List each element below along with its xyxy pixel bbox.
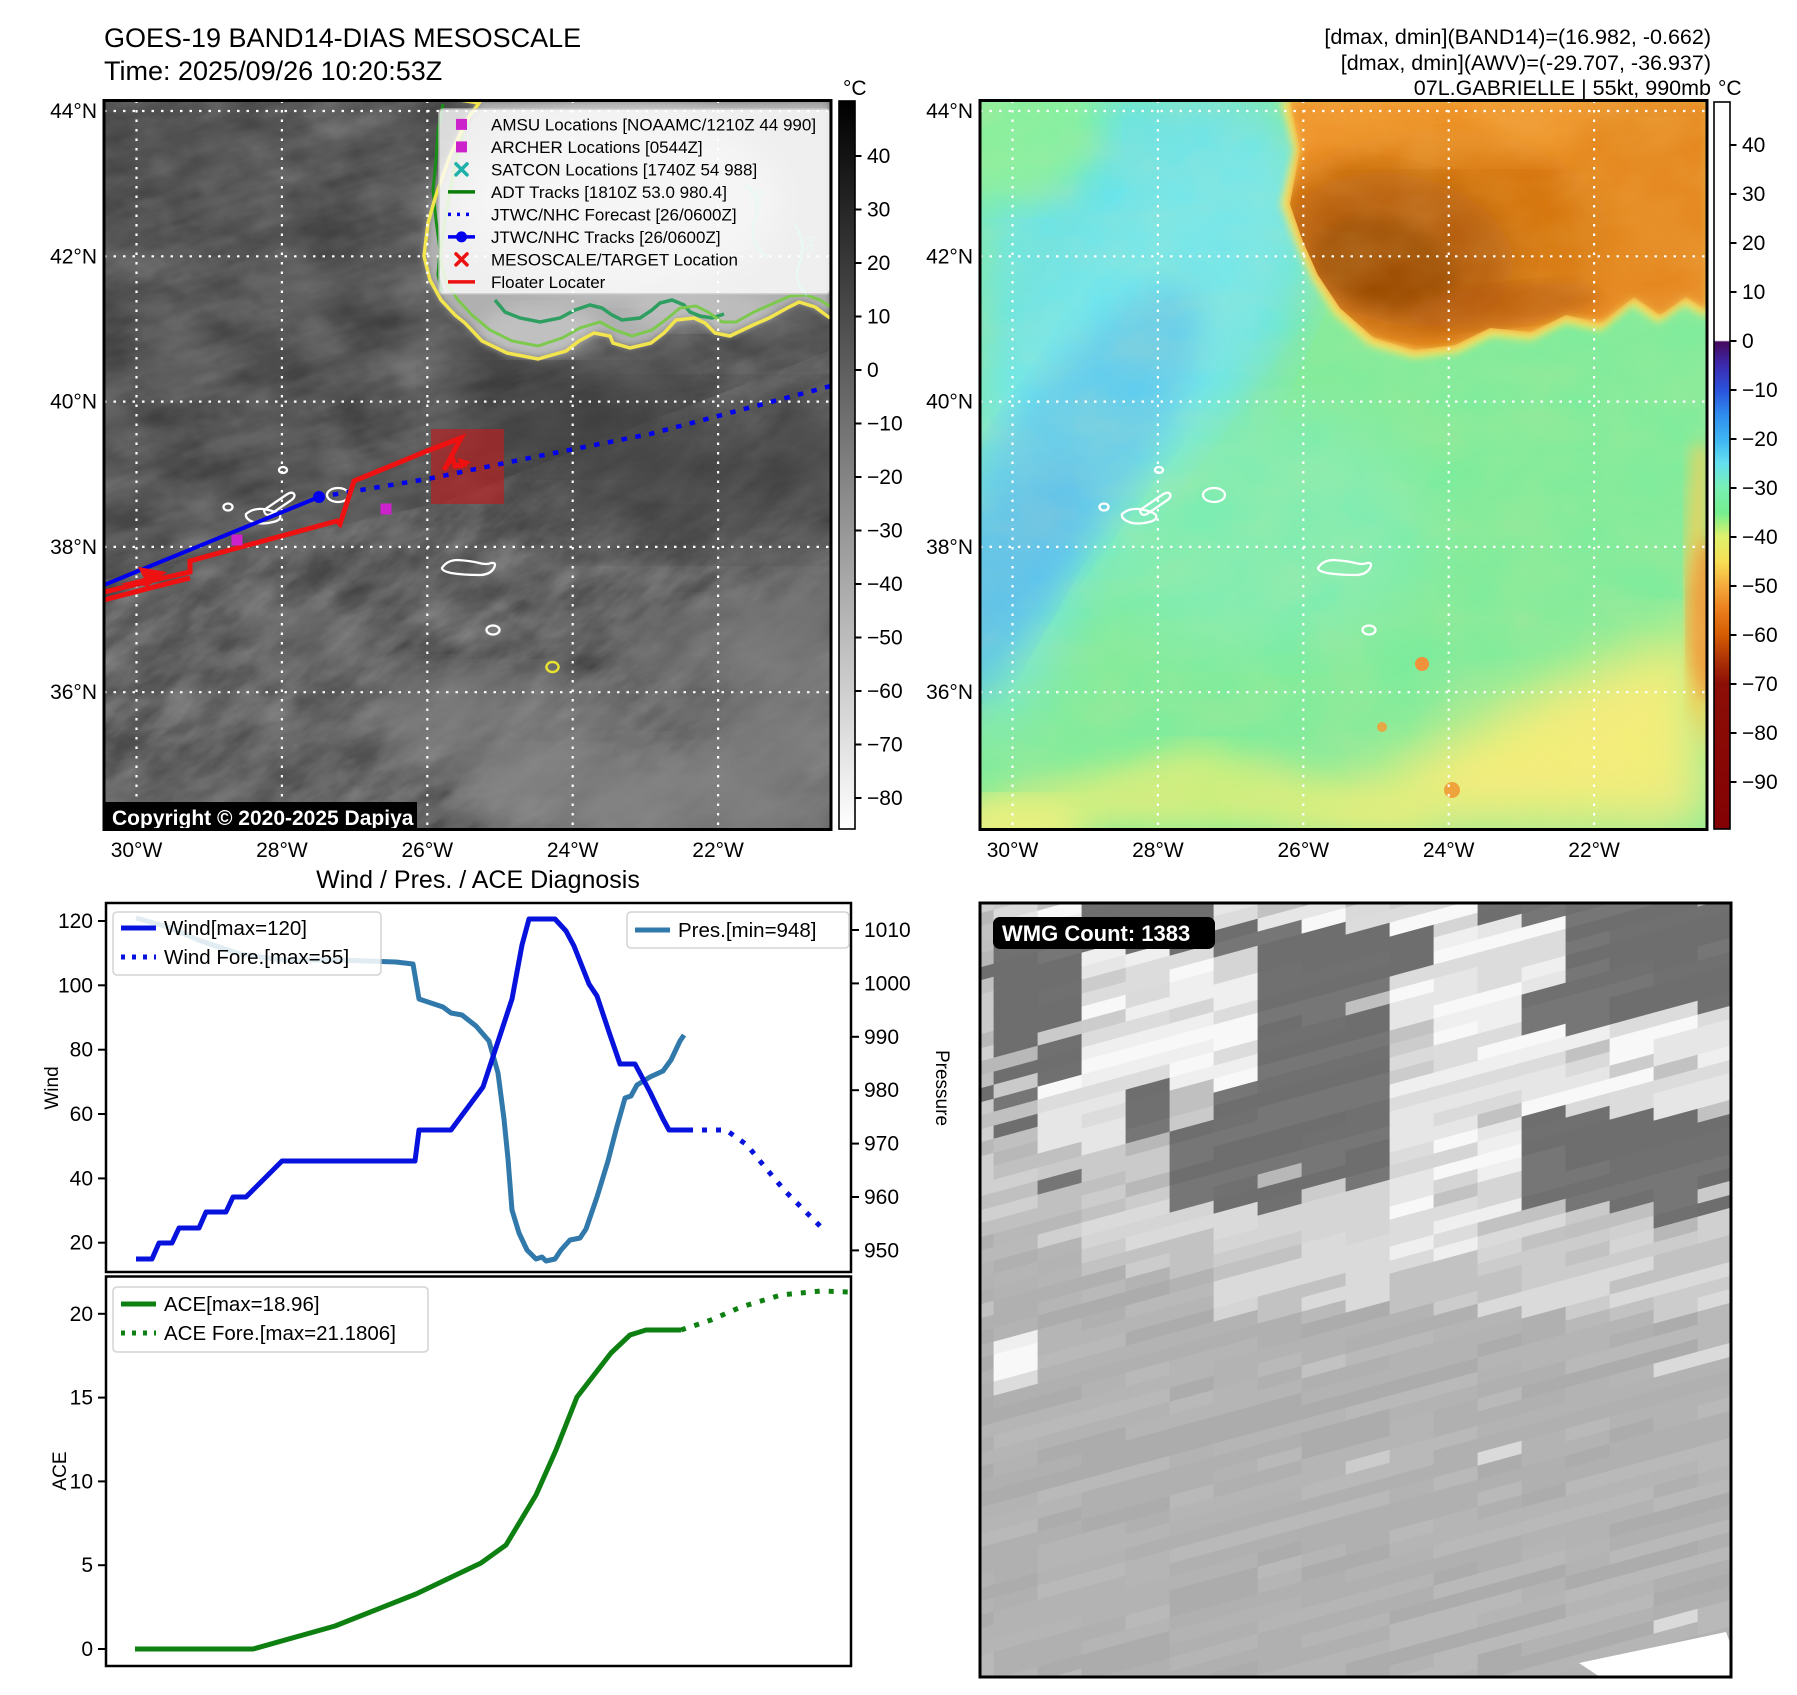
svg-text:−80: −80	[1742, 722, 1778, 745]
svg-text:Wind[max=120]: Wind[max=120]	[164, 917, 307, 940]
svg-text:100: 100	[58, 974, 93, 997]
svg-text:22°W: 22°W	[1568, 839, 1620, 862]
svg-text:26°W: 26°W	[1278, 839, 1330, 862]
svg-text:950: 950	[864, 1239, 899, 1262]
svg-text:GOES-19 BAND14-DIAS MESOSCALE: GOES-19 BAND14-DIAS MESOSCALE	[104, 23, 581, 53]
svg-text:ACE Fore.[max=21.1806]: ACE Fore.[max=21.1806]	[164, 1322, 396, 1345]
svg-text:Wind Fore.[max=55]: Wind Fore.[max=55]	[164, 946, 349, 969]
svg-text:42°N: 42°N	[50, 245, 97, 268]
svg-text:°C: °C	[843, 77, 867, 100]
svg-text:07L.GABRIELLE | 55kt, 990mb: 07L.GABRIELLE | 55kt, 990mb	[1414, 76, 1711, 100]
svg-text:ACE: ACE	[50, 1451, 71, 1490]
svg-text:−10: −10	[1742, 379, 1778, 402]
svg-text:44°N: 44°N	[926, 100, 973, 123]
svg-text:980: 980	[864, 1079, 899, 1102]
svg-text:ACE[max=18.96]: ACE[max=18.96]	[164, 1293, 320, 1316]
svg-text:−30: −30	[1742, 477, 1778, 500]
svg-text:38°N: 38°N	[926, 536, 973, 559]
svg-text:−60: −60	[867, 680, 903, 703]
svg-text:−50: −50	[867, 627, 903, 650]
svg-text:20: 20	[70, 1303, 93, 1326]
svg-text:MESOSCALE/TARGET Location: MESOSCALE/TARGET Location	[491, 250, 738, 269]
svg-text:24°W: 24°W	[1423, 839, 1475, 862]
svg-text:42°N: 42°N	[926, 245, 973, 268]
svg-text:1010: 1010	[864, 919, 911, 942]
svg-text:−80: −80	[867, 787, 903, 810]
svg-text:JTWC/NHC Tracks [26/0600Z]: JTWC/NHC Tracks [26/0600Z]	[491, 228, 721, 247]
svg-text:−40: −40	[1742, 526, 1778, 549]
svg-text:38°N: 38°N	[50, 536, 97, 559]
svg-text:Pres.[min=948]: Pres.[min=948]	[678, 919, 816, 942]
svg-text:Wind: Wind	[42, 1066, 63, 1109]
svg-text:30°W: 30°W	[111, 839, 163, 862]
svg-text:Copyright © 2020-2025 Dapiya: Copyright © 2020-2025 Dapiya	[112, 807, 414, 830]
svg-text:40°N: 40°N	[50, 391, 97, 414]
svg-text:°C: °C	[1718, 77, 1742, 100]
svg-text:36°N: 36°N	[926, 681, 973, 704]
svg-text:−20: −20	[867, 466, 903, 489]
svg-text:20: 20	[1742, 232, 1765, 255]
svg-text:Time: 2025/09/26 10:20:53Z: Time: 2025/09/26 10:20:53Z	[104, 56, 442, 86]
svg-text:5: 5	[81, 1554, 93, 1577]
svg-text:−70: −70	[867, 734, 903, 757]
svg-text:WMG Count: 1383: WMG Count: 1383	[1002, 921, 1190, 946]
svg-text:0: 0	[1742, 330, 1754, 353]
svg-text:60: 60	[70, 1103, 93, 1126]
svg-text:10: 10	[70, 1470, 93, 1493]
svg-text:SATCON Locations [1740Z 54 988: SATCON Locations [1740Z 54 988]	[491, 160, 757, 179]
svg-text:40: 40	[867, 145, 890, 168]
svg-text:Wind / Pres. / ACE Diagnosis: Wind / Pres. / ACE Diagnosis	[316, 866, 640, 894]
svg-text:40°N: 40°N	[926, 391, 973, 414]
svg-text:28°W: 28°W	[256, 839, 308, 862]
svg-text:ARCHER Locations [0544Z]: ARCHER Locations [0544Z]	[491, 138, 703, 157]
svg-text:80: 80	[70, 1039, 93, 1062]
svg-text:36°N: 36°N	[50, 681, 97, 704]
svg-text:[dmax, dmin](BAND14)=(16.982,: [dmax, dmin](BAND14)=(16.982, -0.662)	[1324, 25, 1711, 49]
svg-text:10: 10	[867, 306, 890, 329]
svg-text:970: 970	[864, 1133, 899, 1156]
svg-text:1000: 1000	[864, 972, 911, 995]
svg-text:−20: −20	[1742, 428, 1778, 451]
svg-text:44°N: 44°N	[50, 100, 97, 123]
svg-text:[dmax, dmin](AWV)=(-29.707, -3: [dmax, dmin](AWV)=(-29.707, -36.937)	[1341, 51, 1711, 75]
svg-text:26°W: 26°W	[402, 839, 454, 862]
svg-text:40: 40	[1742, 134, 1765, 157]
svg-text:Pressure: Pressure	[931, 1050, 952, 1126]
svg-text:30: 30	[867, 199, 890, 222]
svg-text:AMSU Locations [NOAAMC/1210Z 4: AMSU Locations [NOAAMC/1210Z 44 990]	[491, 115, 816, 134]
svg-text:−70: −70	[1742, 673, 1778, 696]
svg-text:−10: −10	[867, 413, 903, 436]
svg-text:Floater Locater: Floater Locater	[491, 273, 606, 292]
svg-text:−50: −50	[1742, 575, 1778, 598]
svg-text:990: 990	[864, 1026, 899, 1049]
svg-text:JTWC/NHC Forecast [26/0600Z]: JTWC/NHC Forecast [26/0600Z]	[491, 205, 737, 224]
svg-text:30°W: 30°W	[987, 839, 1039, 862]
svg-text:−90: −90	[1742, 771, 1778, 794]
svg-text:0: 0	[81, 1638, 93, 1661]
svg-text:−30: −30	[867, 520, 903, 543]
svg-text:ADT Tracks [1810Z 53.0 980.4]: ADT Tracks [1810Z 53.0 980.4]	[491, 183, 727, 202]
svg-text:20: 20	[867, 252, 890, 275]
svg-text:20: 20	[70, 1232, 93, 1255]
svg-text:30: 30	[1742, 183, 1765, 206]
svg-text:28°W: 28°W	[1132, 839, 1184, 862]
svg-text:24°W: 24°W	[547, 839, 599, 862]
svg-text:960: 960	[864, 1186, 899, 1209]
svg-text:10: 10	[1742, 281, 1765, 304]
svg-text:0: 0	[867, 359, 879, 382]
svg-text:120: 120	[58, 910, 93, 933]
svg-text:22°W: 22°W	[692, 839, 744, 862]
svg-text:40: 40	[70, 1167, 93, 1190]
svg-text:−40: −40	[867, 573, 903, 596]
svg-text:15: 15	[70, 1387, 93, 1410]
svg-text:−60: −60	[1742, 624, 1778, 647]
